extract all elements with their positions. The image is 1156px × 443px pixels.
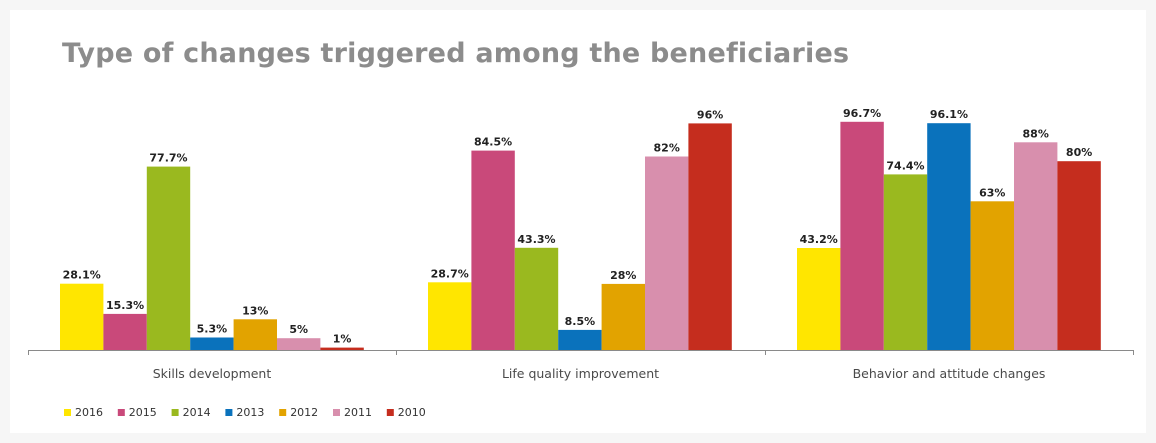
bar-2012-1 [601,283,645,350]
legend-label-2013: 2013 [236,406,264,419]
legend-swatch-2010 [386,409,394,416]
legend-swatch-2013 [225,409,233,416]
bar-value-label-2014-0: 77.7% [149,152,187,165]
bar-2011-2 [1014,142,1058,350]
legend-label-2012: 2012 [290,406,318,419]
category-label-1: Life quality improvement [502,366,659,381]
bar-value-label-2011-0: 5% [289,323,308,336]
bar-2013-0 [190,337,234,350]
bar-value-label-2013-2: 96.1% [930,108,968,121]
bar-2016-2 [797,248,841,350]
bar-value-label-2013-1: 8.5% [565,315,596,328]
bar-value-label-2012-0: 13% [242,304,268,317]
bar-2016-0 [60,283,104,350]
bar-value-label-2011-2: 88% [1023,127,1049,140]
category-label-0: Skills development [153,366,272,381]
bar-2014-0 [146,166,191,350]
bar-2010-2 [1057,161,1101,350]
legend-swatch-2015 [117,409,125,416]
bar-value-label-2015-0: 15.3% [106,299,144,312]
bar-2015-0 [103,313,147,350]
legend-swatch-2011 [333,409,340,416]
category-label-2: Behavior and attitude changes [853,366,1046,381]
bar-value-label-2011-1: 82% [654,142,680,155]
legend-label-2015: 2015 [129,406,157,419]
legend-swatch-2012 [279,409,287,416]
bar-2016-1 [428,282,472,350]
bar-value-label-2015-1: 84.5% [474,136,512,149]
bar-value-label-2016-1: 28.7% [431,267,469,280]
bar-value-label-2016-0: 28.1% [63,269,101,282]
bar-2010-0 [320,347,364,350]
legend-label-2016: 2016 [75,406,103,419]
bar-value-label-2014-1: 43.3% [517,233,555,246]
bar-2011-1 [645,156,689,350]
bar-value-label-2013-0: 5.3% [197,323,228,336]
bar-value-label-2012-1: 28% [610,269,636,282]
legend-label-2010: 2010 [398,406,426,419]
bar-2014-1 [514,247,559,350]
bar-2013-2 [927,123,971,350]
bar-2015-1 [471,150,515,350]
bar-value-label-2012-2: 63% [979,186,1005,199]
legend-label-2011: 2011 [344,406,372,419]
chart-title: Type of changes triggered among the bene… [62,38,850,69]
bar-2013-1 [558,329,602,350]
bar-value-label-2010-0: 1% [333,333,352,346]
bar-2012-2 [970,201,1014,350]
bar-2012-0 [233,319,277,350]
bar-value-label-2015-2: 96.7% [843,107,881,120]
bar-2015-2 [840,121,884,350]
bar-value-label-2016-2: 43.2% [800,233,838,246]
bar-2014-2 [883,174,928,350]
legend-label-2014: 2014 [183,406,211,419]
bar-value-label-2010-2: 80% [1066,146,1092,159]
legend-swatch-2016 [64,409,71,416]
bar-value-label-2010-1: 96% [697,108,723,121]
bar-2010-1 [688,123,732,351]
bar-value-label-2014-2: 74.4% [886,159,924,172]
bar-2011-0 [277,338,321,350]
legend-swatch-2014 [171,409,179,416]
